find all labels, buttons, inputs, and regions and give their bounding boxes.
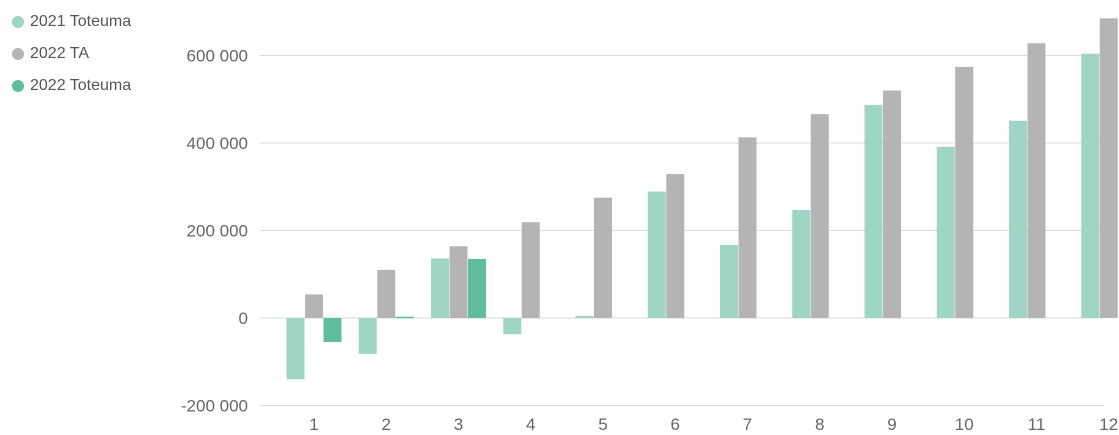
x-tick-label: 9 (887, 415, 896, 434)
bar-series-3-cat-3[interactable] (468, 258, 486, 318)
legend-item-2021-toteuma[interactable]: 2021 Toteuma (12, 6, 131, 38)
bar-series-2-cat-3[interactable] (449, 246, 468, 318)
bar-series-2-cat-10[interactable] (955, 66, 974, 319)
bar-series-1-cat-10[interactable] (936, 146, 955, 318)
y-axis-tick-labels: 600 000 400 000 200 000 0 -200 000 (181, 47, 248, 416)
legend-label-2022-toteuma: 2022 Toteuma (30, 77, 132, 94)
y-tick-label: 400 000 (187, 134, 248, 153)
bar-series-2-cat-11[interactable] (1027, 43, 1046, 318)
bar-series-2-cat-5[interactable] (594, 197, 612, 318)
bar-series-1-cat-7[interactable] (720, 244, 738, 318)
bar-series-1-cat-8[interactable] (792, 209, 811, 318)
x-tick-label: 4 (526, 415, 535, 434)
bar-series-3-cat-1[interactable] (323, 318, 342, 343)
bar-series-2-cat-7[interactable] (738, 137, 757, 318)
bar-series-1-cat-6[interactable] (647, 191, 666, 318)
y-tick-label: 0 (239, 309, 248, 328)
bar-series-1-cat-3[interactable] (431, 258, 449, 319)
legend-label-2021-toteuma: 2021 Toteuma (30, 13, 132, 30)
x-tick-label: 3 (454, 415, 463, 434)
bar-series-2-cat-4[interactable] (521, 222, 540, 318)
bar-series-2-cat-2[interactable] (377, 269, 396, 319)
y-tick-label: 200 000 (187, 222, 248, 241)
bar-series-1-cat-11[interactable] (1009, 120, 1027, 318)
x-tick-label: 2 (382, 415, 391, 434)
y-tick-label: -200 000 (181, 397, 248, 416)
x-tick-label: 11 (1028, 415, 1046, 434)
x-tick-label: 5 (598, 415, 607, 434)
bar-series-1-cat-1[interactable] (286, 318, 305, 380)
bar-series-1-cat-5[interactable] (575, 315, 594, 318)
x-tick-label: 12 (1099, 415, 1118, 434)
legend-swatch-2022-ta (12, 48, 24, 60)
x-tick-label: 1 (309, 415, 318, 434)
x-tick-label: 7 (743, 415, 752, 434)
bar-series-2-cat-8[interactable] (810, 114, 829, 319)
legend-label-2022-ta: 2022 TA (30, 45, 90, 62)
bars (286, 18, 1118, 380)
x-axis-tick-labels: 1 2 3 4 5 6 7 8 9 10 11 12 (309, 415, 1118, 434)
bar-series-1-cat-4[interactable] (503, 318, 522, 335)
bar-series-2-cat-1[interactable] (305, 294, 323, 319)
x-tick-label: 10 (955, 415, 974, 434)
chart-legend: 2021 Toteuma 2022 TA 2022 Toteuma (12, 6, 131, 102)
legend-swatch-2021-toteuma (12, 16, 24, 28)
bar-series-2-cat-12[interactable] (1099, 18, 1118, 319)
bar-series-1-cat-12[interactable] (1081, 53, 1100, 318)
bar-series-1-cat-2[interactable] (358, 318, 377, 354)
bar-series-3-cat-2[interactable] (395, 316, 414, 319)
bar-series-1-cat-9[interactable] (864, 104, 883, 318)
legend-item-2022-ta[interactable]: 2022 TA (12, 38, 131, 70)
legend-swatch-2022-toteuma (12, 80, 24, 92)
bar-series-2-cat-9[interactable] (883, 90, 901, 319)
bar-series-2-cat-6[interactable] (666, 174, 685, 318)
x-tick-label: 8 (815, 415, 824, 434)
x-tick-label: 6 (671, 415, 680, 434)
y-tick-label: 600 000 (187, 47, 248, 66)
legend-item-2022-toteuma[interactable]: 2022 Toteuma (12, 70, 131, 102)
